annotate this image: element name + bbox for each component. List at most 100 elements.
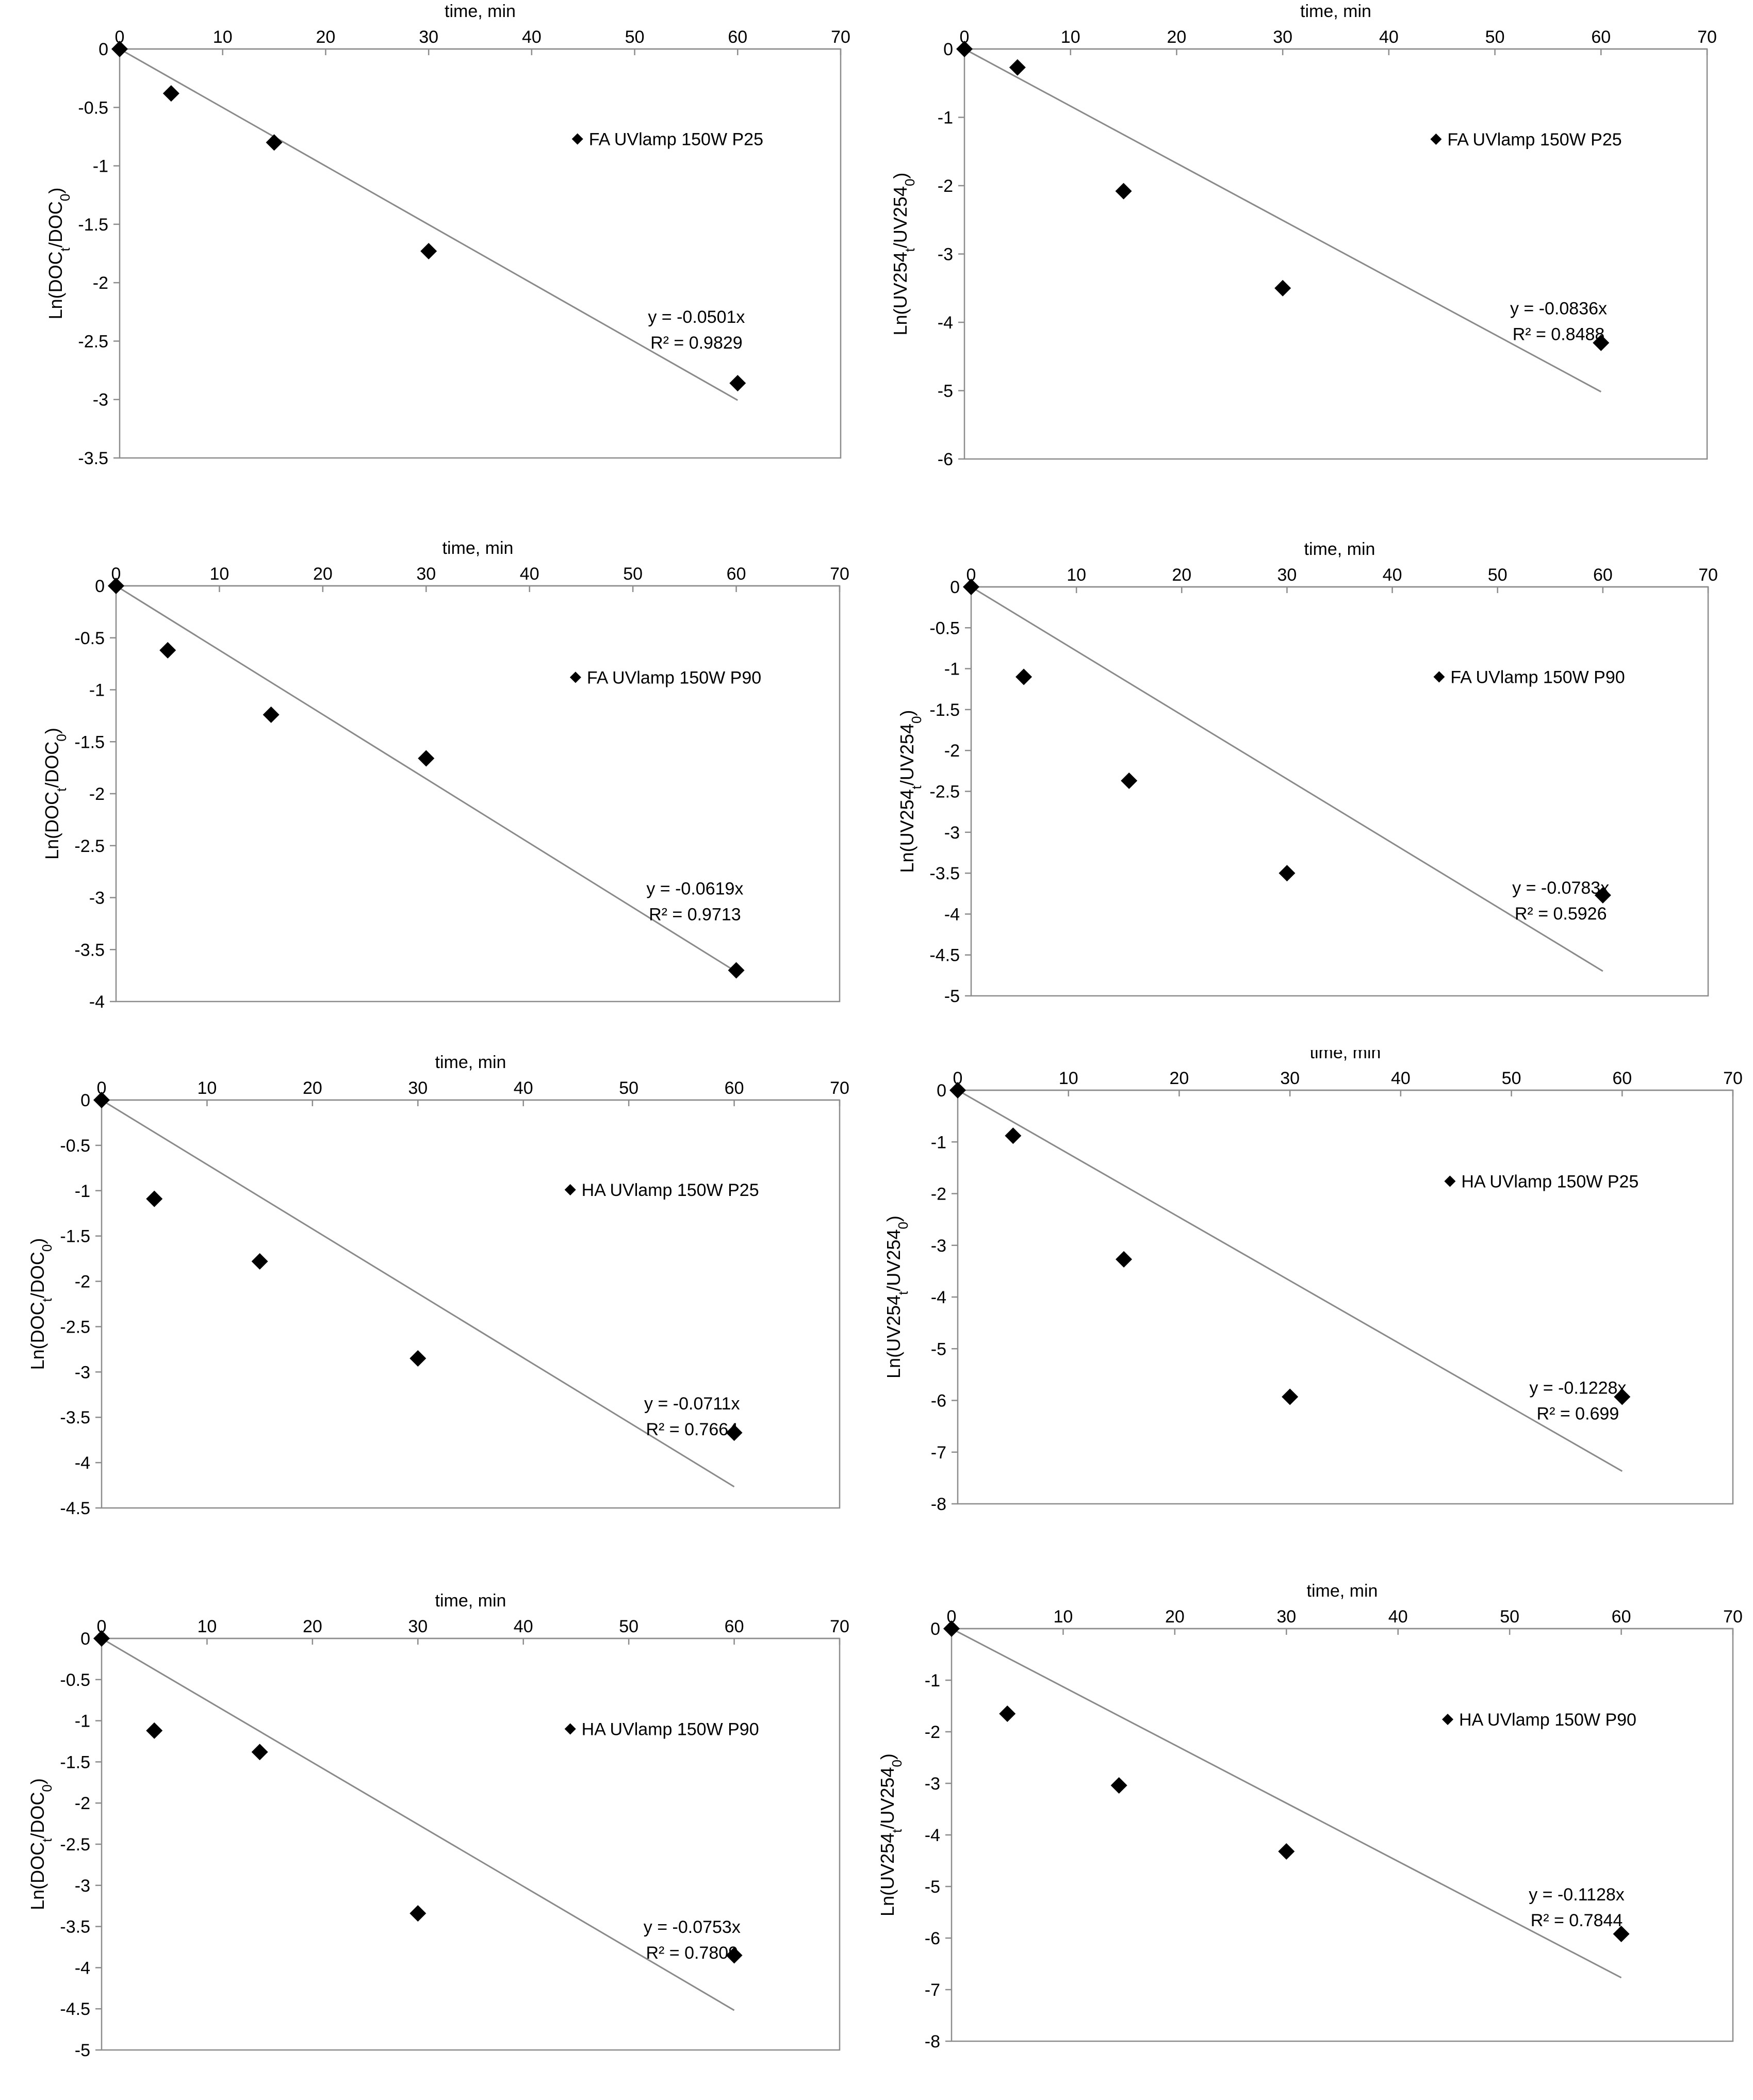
y-axis-title: Ln(DOCt/DOC0) (27, 1778, 55, 1910)
y-tick-label: -1.5 (60, 1227, 90, 1246)
y-tick-label: -1 (89, 681, 105, 700)
data-point (726, 1424, 743, 1441)
trendline-equation: y = -0.0836x (1510, 299, 1607, 319)
legend-label: HA UVlamp 150W P25 (582, 1180, 759, 1200)
trendline-equation: y = -0.0753x (644, 1917, 741, 1937)
x-tick-label: 10 (198, 1078, 217, 1098)
chart-panel-8: 0 10 20 30 40 50 60 70 0 -1 -2 -3 -4 -5 -6 -7 -8 time, mi… (877, 1581, 1743, 2052)
y-tick-label: -2 (89, 784, 105, 804)
data-point (162, 85, 179, 102)
data-point (93, 1092, 110, 1108)
y-tick-label: -2 (93, 273, 108, 293)
legend-label: HA UVlamp 150W P90 (582, 1720, 759, 1740)
data-point (146, 1722, 163, 1739)
x-tick-label: 40 (522, 27, 542, 47)
y-tick-label: -1 (93, 157, 108, 176)
y-tick-label: 0 (99, 40, 108, 59)
x-axis-title: time, min (1307, 1581, 1378, 1601)
y-tick-label: -0.5 (60, 1136, 90, 1156)
data-point (728, 962, 745, 979)
trendline-equation: y = -0.1128x (1529, 1885, 1625, 1905)
x-tick-label: 70 (1723, 1607, 1743, 1627)
legend-marker (1444, 1175, 1456, 1187)
y-tick-label: -3 (938, 245, 953, 265)
data-point (1015, 668, 1033, 685)
y-tick-label: -4.5 (60, 1999, 90, 2019)
legend-marker (1430, 133, 1442, 145)
chart-panel-3: 0 10 20 30 40 50 60 70 0 -0.5 -1 -1.5 -2 -2.5 -3 -3.5 -4… (41, 538, 849, 1012)
x-tick-label: 70 (831, 27, 850, 47)
y-tick-label: -3.5 (78, 449, 108, 468)
y-tick-label: -1.5 (929, 700, 960, 720)
y-tick-label: -2 (925, 1722, 940, 1742)
data-point (1115, 183, 1132, 200)
y-tick-label: -3.5 (60, 1917, 90, 1937)
y-tick-label: -2 (931, 1185, 946, 1204)
data-point (93, 1630, 110, 1647)
x-tick-label: 40 (1391, 1069, 1411, 1088)
plot-area-border (115, 585, 841, 1003)
y-tick-label: -4.5 (929, 946, 960, 965)
y-tick-label: -5 (75, 2041, 90, 2060)
x-tick-label: 50 (619, 1617, 638, 1636)
x-tick-label: 70 (830, 1078, 849, 1098)
x-tick-label: 50 (623, 564, 643, 584)
trendline-equation: y = -0.0711x (644, 1394, 740, 1414)
x-tick-label: 20 (1170, 1069, 1189, 1088)
y-tick-label: 0 (95, 577, 105, 596)
x-tick-label: 70 (1697, 27, 1717, 47)
chart-panel-6: 0 10 20 30 40 50 60 70 0 -1 -2 -3 -4 -5 -6 -7 -8 time, mi… (883, 1050, 1743, 1514)
data-point (1110, 1777, 1127, 1794)
y-tick-label: 0 (80, 1629, 90, 1649)
y-tick-label: -3 (75, 1876, 90, 1896)
y-tick-label: -3.5 (74, 940, 105, 960)
plot-area-border (101, 1099, 841, 1509)
data-point (251, 1253, 268, 1270)
x-axis-title: time, min (435, 1053, 506, 1072)
data-point (1116, 1251, 1133, 1268)
y-axis-title: Ln(UV254t/UV2540) (890, 173, 918, 336)
y-tick-label: -3 (93, 390, 108, 410)
y-tick-label: -4 (75, 1958, 90, 1978)
y-tick-label: -6 (938, 450, 953, 469)
y-tick-label: -4 (75, 1453, 90, 1473)
y-tick-label: -1 (75, 1182, 90, 1201)
x-tick-label: 0 (111, 564, 121, 584)
data-point (418, 750, 435, 767)
plot-area-border (957, 1089, 1734, 1505)
y-tick-label: -2 (944, 741, 960, 761)
x-axis-title: time, min (443, 538, 514, 558)
y-tick-label: -3 (931, 1236, 946, 1256)
y-axis-title: Ln(UV254t/UV2540) (877, 1753, 905, 1916)
trendline-r2: R² = 0.7664 (646, 1420, 738, 1439)
y-tick-label: -4 (944, 905, 960, 924)
y-tick-label: -5 (944, 987, 960, 1006)
x-axis-title: time, min (435, 1591, 506, 1611)
x-tick-label: 60 (727, 564, 746, 584)
x-tick-label: 20 (303, 1078, 322, 1098)
data-point (1594, 887, 1611, 904)
data-point (409, 1350, 427, 1367)
trendline-equation: y = -0.1228x (1529, 1379, 1626, 1398)
data-point (1278, 1843, 1295, 1860)
x-axis-title: time, min (1304, 539, 1375, 559)
trendline-r2: R² = 0.8488 (1513, 325, 1605, 344)
trendline (119, 48, 739, 401)
y-tick-label: -1.5 (74, 732, 105, 752)
legend-marker (571, 133, 583, 145)
x-tick-label: 40 (514, 1617, 533, 1636)
y-tick-label: -2.5 (78, 332, 108, 351)
x-tick-label: 50 (1488, 565, 1508, 585)
y-tick-label: -3.5 (929, 864, 960, 883)
x-tick-label: 30 (1280, 1069, 1300, 1088)
legend-marker (1442, 1714, 1454, 1725)
x-tick-label: 50 (1502, 1069, 1521, 1088)
y-tick-label: -0.5 (60, 1670, 90, 1690)
y-tick-label: -1 (938, 108, 953, 128)
plot-area-border (101, 1637, 841, 2051)
trendline (964, 48, 1601, 392)
chart-panel-4: 0 10 20 30 40 50 60 70 0 -0.5 -1 -1.5 -2 -2.5 -3 -3.5 -4… (896, 539, 1718, 1006)
y-tick-label: -2.5 (60, 1835, 90, 1855)
x-tick-label: 30 (408, 1078, 428, 1098)
